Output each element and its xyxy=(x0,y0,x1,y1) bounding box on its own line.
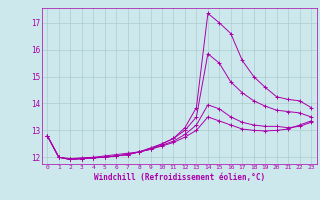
X-axis label: Windchill (Refroidissement éolien,°C): Windchill (Refroidissement éolien,°C) xyxy=(94,173,265,182)
